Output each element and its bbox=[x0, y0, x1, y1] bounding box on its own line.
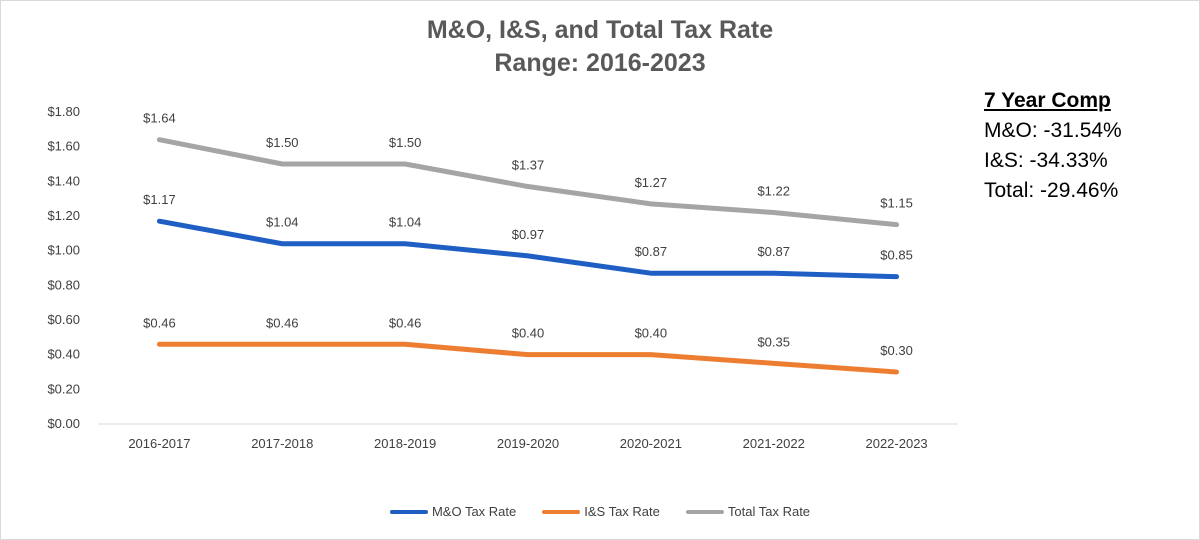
y-tick-label: $1.40 bbox=[47, 173, 80, 188]
comparison-box: 7 Year Comp M&O: -31.54% I&S: -34.33% To… bbox=[984, 86, 1122, 206]
comparison-heading: 7 Year Comp bbox=[984, 89, 1111, 112]
y-tick-label: $1.20 bbox=[47, 208, 80, 223]
data-label: $0.46 bbox=[143, 315, 176, 330]
data-label: $1.04 bbox=[266, 215, 299, 230]
y-tick-label: $0.80 bbox=[47, 277, 80, 292]
data-label: $0.97 bbox=[512, 227, 545, 242]
y-tick-label: $0.40 bbox=[47, 347, 80, 362]
data-label: $1.04 bbox=[389, 215, 422, 230]
y-tick-label: $0.00 bbox=[47, 416, 80, 431]
chart-legend: M&O Tax Rate I&S Tax Rate Total Tax Rate bbox=[0, 504, 1200, 519]
legend-swatch bbox=[389, 509, 428, 514]
chart-title-block: M&O, I&S, and Total Tax Rate Range: 2016… bbox=[0, 14, 1200, 80]
data-label: $0.46 bbox=[389, 315, 422, 330]
data-label: $0.35 bbox=[757, 334, 790, 349]
data-label: $1.64 bbox=[143, 111, 176, 126]
chart-subtitle: Range: 2016-2023 bbox=[494, 49, 706, 77]
data-label: $1.50 bbox=[266, 135, 299, 150]
legend-label: I&S Tax Rate bbox=[584, 504, 660, 519]
comparison-line-total: Total: -29.46% bbox=[984, 179, 1119, 202]
data-label: $0.87 bbox=[757, 244, 790, 259]
legend-label: M&O Tax Rate bbox=[431, 504, 517, 519]
data-label: $0.40 bbox=[512, 326, 545, 341]
data-label: $1.27 bbox=[635, 175, 668, 190]
legend-label: Total Tax Rate bbox=[727, 504, 811, 519]
legend-swatch bbox=[542, 509, 581, 514]
chart-title: M&O, I&S, and Total Tax Rate bbox=[426, 16, 774, 44]
legend-item: Total Tax Rate bbox=[685, 504, 811, 519]
data-label: $0.46 bbox=[266, 315, 299, 330]
y-tick-label: $0.20 bbox=[47, 381, 80, 396]
x-tick-label: 2016-2017 bbox=[128, 436, 190, 451]
data-label: $0.85 bbox=[880, 248, 913, 263]
x-tick-label: 2022-2023 bbox=[865, 436, 927, 451]
data-label: $1.50 bbox=[389, 135, 422, 150]
y-tick-label: $1.80 bbox=[47, 104, 80, 119]
x-tick-label: 2017-2018 bbox=[251, 436, 313, 451]
x-tick-label: 2018-2019 bbox=[374, 436, 436, 451]
y-tick-label: $0.60 bbox=[47, 312, 80, 327]
x-tick-label: 2019-2020 bbox=[497, 436, 559, 451]
x-tick-label: 2020-2021 bbox=[620, 436, 682, 451]
legend-item: I&S Tax Rate bbox=[542, 504, 660, 519]
comparison-line-is: I&S: -34.33% bbox=[984, 149, 1108, 172]
x-tick-label: 2021-2022 bbox=[743, 436, 805, 451]
comparison-line-mo: M&O: -31.54% bbox=[984, 119, 1122, 142]
data-label: $1.22 bbox=[757, 184, 790, 199]
y-tick-label: $1.60 bbox=[47, 139, 80, 154]
data-label: $1.17 bbox=[143, 192, 176, 207]
data-label: $1.37 bbox=[512, 158, 545, 173]
y-tick-label: $1.00 bbox=[47, 243, 80, 258]
data-label: $1.15 bbox=[880, 196, 913, 211]
data-label: $0.30 bbox=[880, 343, 913, 358]
data-label: $0.40 bbox=[635, 326, 668, 341]
legend-item: M&O Tax Rate bbox=[389, 504, 517, 519]
data-label: $0.87 bbox=[635, 244, 668, 259]
legend-swatch bbox=[685, 509, 724, 514]
series-line-2 bbox=[156, 137, 900, 228]
